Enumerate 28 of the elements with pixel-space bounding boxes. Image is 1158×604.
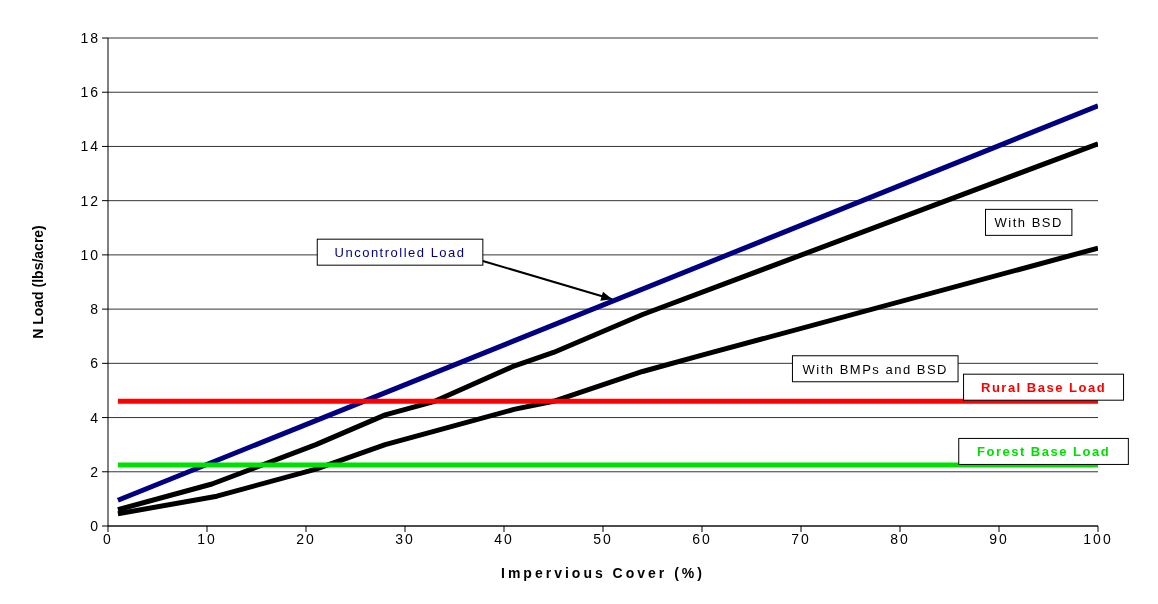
x-tick-label: 70 [791, 530, 811, 547]
x-tick-label: 10 [197, 530, 217, 547]
y-tick-label: 2 [90, 463, 100, 480]
y-tick-label: 12 [80, 192, 100, 209]
x-tick-label: 80 [890, 530, 910, 547]
x-tick-label: 20 [296, 530, 316, 547]
x-tick-label: 30 [395, 530, 415, 547]
y-tick-label: 10 [80, 246, 100, 263]
y-tick-label: 0 [90, 517, 100, 534]
text: With BMPs and BSD [802, 361, 948, 377]
y-tick-label: 6 [90, 355, 100, 372]
series-label: Rural Base Load [981, 380, 1107, 396]
x-axis-title: Impervious Cover (%) [501, 565, 705, 581]
y-tick-label: 16 [80, 84, 100, 101]
x-tick-label: 60 [692, 530, 712, 547]
x-tick-label: 90 [989, 530, 1009, 547]
y-tick-label: 14 [80, 138, 100, 155]
x-tick-label: 0 [103, 530, 113, 547]
y-tick-label: 8 [90, 301, 100, 318]
text: With BSD [994, 215, 1063, 231]
x-tick-label: 50 [593, 530, 613, 547]
x-tick-label: 100 [1083, 530, 1113, 547]
x-tick-label: 40 [494, 530, 514, 547]
y-tick-label: 18 [80, 29, 100, 46]
y-axis-title: N Load (lbs/acre) [29, 225, 46, 339]
series-label: Forest Base Load [977, 444, 1111, 460]
y-tick-label: 4 [90, 409, 100, 426]
text: Uncontrolled Load [334, 245, 466, 261]
